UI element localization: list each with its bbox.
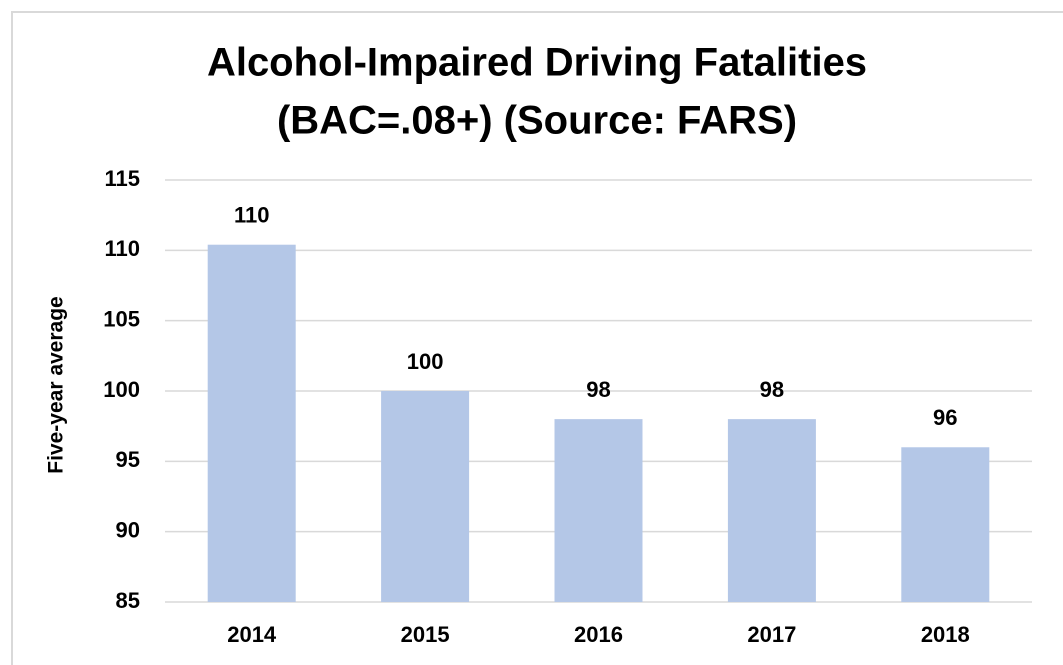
y-tick-label: 105	[103, 306, 140, 331]
bar	[207, 244, 296, 602]
chart-frame	[11, 11, 1063, 665]
y-tick-label: 100	[103, 377, 140, 402]
bar	[554, 419, 643, 602]
x-tick-label: 2014	[227, 622, 277, 647]
y-tick-label: 90	[116, 517, 140, 542]
y-tick-label: 115	[105, 166, 141, 191]
data-label: 98	[586, 377, 610, 402]
data-label: 110	[234, 203, 270, 228]
chart-title: Alcohol-Impaired Driving Fatalities	[207, 41, 867, 85]
x-tick-label: 2016	[574, 622, 623, 647]
x-tick-label: 2018	[921, 622, 970, 647]
data-label: 96	[933, 405, 957, 430]
y-tick-label: 95	[116, 447, 140, 472]
y-tick-label: 85	[116, 588, 140, 613]
y-tick-label: 110	[105, 236, 141, 261]
bar	[381, 391, 470, 602]
data-label: 98	[760, 377, 784, 402]
y-axis-title: Five-year average	[45, 296, 68, 473]
chart-title: (BAC=.08+) (Source: FARS)	[277, 99, 797, 143]
data-label: 100	[407, 349, 444, 374]
bar	[901, 447, 990, 602]
bar	[727, 419, 816, 602]
x-tick-label: 2015	[401, 622, 450, 647]
x-tick-label: 2017	[747, 622, 796, 647]
